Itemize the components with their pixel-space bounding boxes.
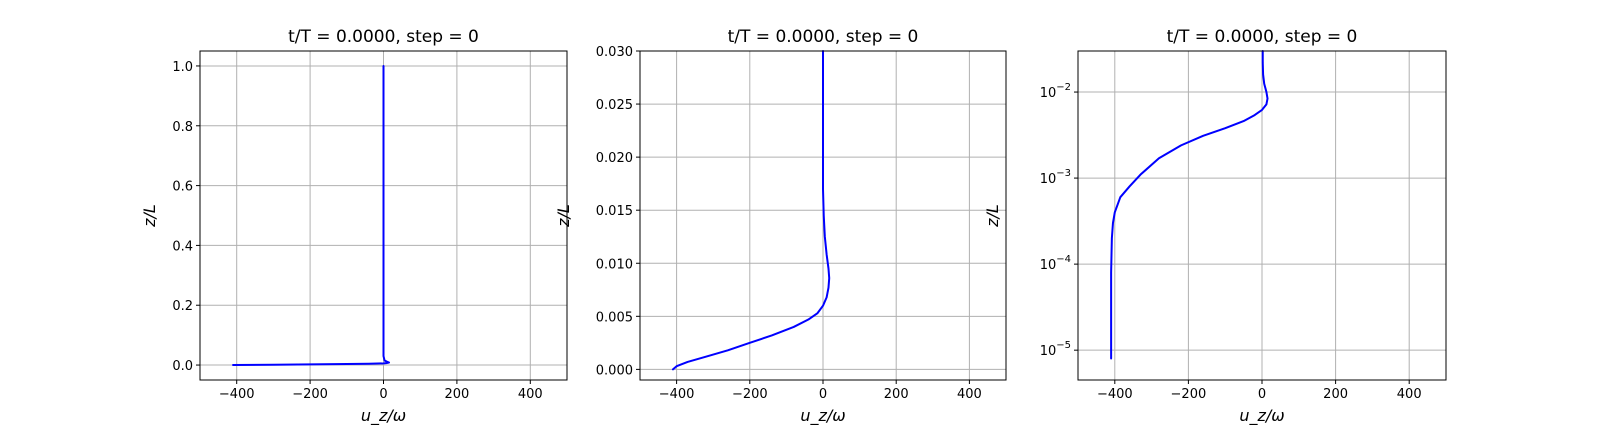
y-tick-label: 0.6 [172, 180, 193, 195]
x-tick-label: −200 [732, 387, 768, 402]
y-tick-label: 0.005 [596, 310, 633, 325]
y-tick-label: 0.0 [172, 359, 193, 374]
y-axis-label: z/L [983, 204, 1002, 228]
y-tick-base: 10 [1040, 258, 1057, 273]
chart-title: t/T = 0.0000, step = 0 [1167, 27, 1358, 47]
x-axis-label: u_z/ω [800, 406, 845, 425]
x-tick-label: 400 [1397, 387, 1422, 402]
y-tick-exponent: −3 [1056, 168, 1071, 179]
y-tick-label: 0.010 [596, 257, 633, 272]
x-tick-label: 400 [518, 387, 543, 402]
y-tick-label: 0.030 [596, 45, 633, 60]
x-tick-label: 0 [819, 387, 827, 402]
y-tick-label: 0.025 [596, 98, 633, 113]
subplot-1: −400 −200 0 200 400 0.0 0.2 0.4 0.6 0.8 1.0 t/T = 0… [140, 27, 568, 425]
x-tick-label: −400 [659, 387, 695, 402]
y-tick-label: 0.015 [596, 204, 633, 219]
x-tick-label: 0 [1258, 387, 1266, 402]
series-line-profile [671, 50, 831, 371]
x-tick-label: −200 [292, 387, 328, 402]
y-tick-label: 0.020 [596, 151, 633, 166]
x-tick-label: 200 [884, 387, 909, 402]
y-tick-label: 0.000 [596, 363, 633, 378]
y-tick-label: 1.0 [172, 60, 193, 75]
chart-title: t/T = 0.0000, step = 0 [728, 27, 919, 47]
y-tick-label: 0.4 [172, 239, 193, 254]
y-tick-base: 10 [1040, 86, 1057, 101]
x-axis-label: u_z/ω [1239, 406, 1284, 425]
y-tick-exponent: −4 [1056, 254, 1071, 265]
y-tick-label: 0.2 [172, 299, 193, 314]
y-tick-base: 10 [1040, 172, 1057, 187]
y-tick-label: 10−4 [1040, 254, 1071, 273]
x-tick-label: 0 [379, 387, 387, 402]
y-tick-label: 10−3 [1040, 168, 1071, 187]
y-tick-label: 10−5 [1040, 340, 1071, 359]
y-tick-label: 0.8 [172, 120, 193, 135]
subplot-2: −400 −200 0 200 400 0.000 0.005 0.010 0.015 0.020… [554, 27, 1007, 425]
x-tick-label: 400 [957, 387, 982, 402]
x-tick-label: −200 [1171, 387, 1207, 402]
x-tick-label: −400 [219, 387, 255, 402]
series-line-profile [1110, 50, 1269, 360]
y-tick-exponent: −5 [1056, 340, 1071, 351]
y-tick-label: 10−2 [1040, 82, 1071, 101]
y-axis-label: z/L [554, 204, 573, 228]
y-axis-label: z/L [140, 204, 159, 228]
x-tick-label: 200 [444, 387, 469, 402]
series-line-profile [232, 64, 390, 367]
x-tick-label: 200 [1323, 387, 1348, 402]
chart-title: t/T = 0.0000, step = 0 [288, 27, 479, 47]
y-tick-exponent: −2 [1056, 82, 1071, 93]
y-tick-base: 10 [1040, 344, 1057, 359]
x-axis-label: u_z/ω [361, 406, 406, 425]
x-tick-label: −400 [1097, 387, 1133, 402]
